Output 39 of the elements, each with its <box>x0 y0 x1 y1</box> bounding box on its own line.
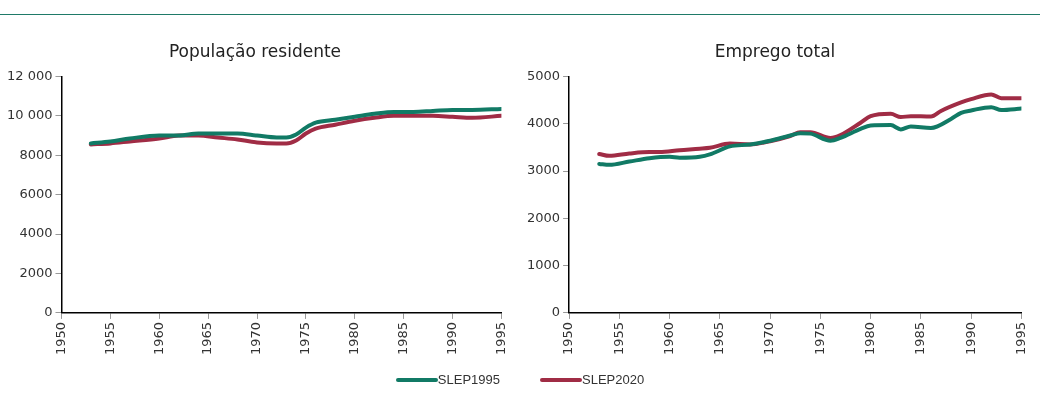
y-tick-label: 4000 <box>19 225 53 241</box>
line-series <box>597 105 1022 167</box>
legend-label: SLEP2020 <box>582 372 645 387</box>
chart-title: Emprego total <box>714 40 836 61</box>
y-tick-label: 0 <box>44 304 53 320</box>
y-tick-label: 8000 <box>19 146 53 162</box>
y-tick-label: 0 <box>551 304 561 320</box>
x-tick-label: 1975 <box>811 321 827 356</box>
x-tick-label: 1985 <box>395 321 411 356</box>
y-tick-label: 2000 <box>19 264 53 280</box>
x-tick-label: 1980 <box>862 321 877 356</box>
y-tick-label: 6000 <box>19 186 53 202</box>
y-tick-label: 4000 <box>526 115 561 131</box>
y-tick-label: 10 000 <box>6 107 53 123</box>
y-tick-label: 5000 <box>526 67 561 83</box>
x-tick-label: 1955 <box>610 321 626 356</box>
x-tick-label: 1990 <box>443 321 459 356</box>
x-tick-label: 1995 <box>1012 321 1028 356</box>
y-tick-label: 1000 <box>526 256 561 272</box>
y-tick-label: 2000 <box>526 209 561 225</box>
x-tick-label: 1965 <box>711 321 727 356</box>
x-tick-label: 1965 <box>199 321 215 356</box>
x-tick-label: 1960 <box>150 321 166 356</box>
x-tick-label: 1950 <box>560 321 576 356</box>
line-series <box>88 106 502 146</box>
x-tick-label: 1960 <box>660 321 676 356</box>
x-tick-label: 1975 <box>297 321 313 356</box>
x-tick-label: 1985 <box>912 321 928 356</box>
x-tick-label: 1970 <box>248 321 264 356</box>
x-tick-label: 1955 <box>101 321 117 356</box>
x-tick-label: 1995 <box>492 321 508 356</box>
chart-title: População residente <box>168 40 342 61</box>
y-tick-label: 12 000 <box>6 67 53 83</box>
legend-label: SLEP1995 <box>437 372 500 387</box>
x-tick-label: 1950 <box>52 321 68 356</box>
y-tick-label: 3000 <box>526 162 561 178</box>
x-tick-label: 1990 <box>962 321 978 356</box>
x-tick-label: 1970 <box>761 321 777 356</box>
x-tick-label: 1980 <box>346 321 362 356</box>
